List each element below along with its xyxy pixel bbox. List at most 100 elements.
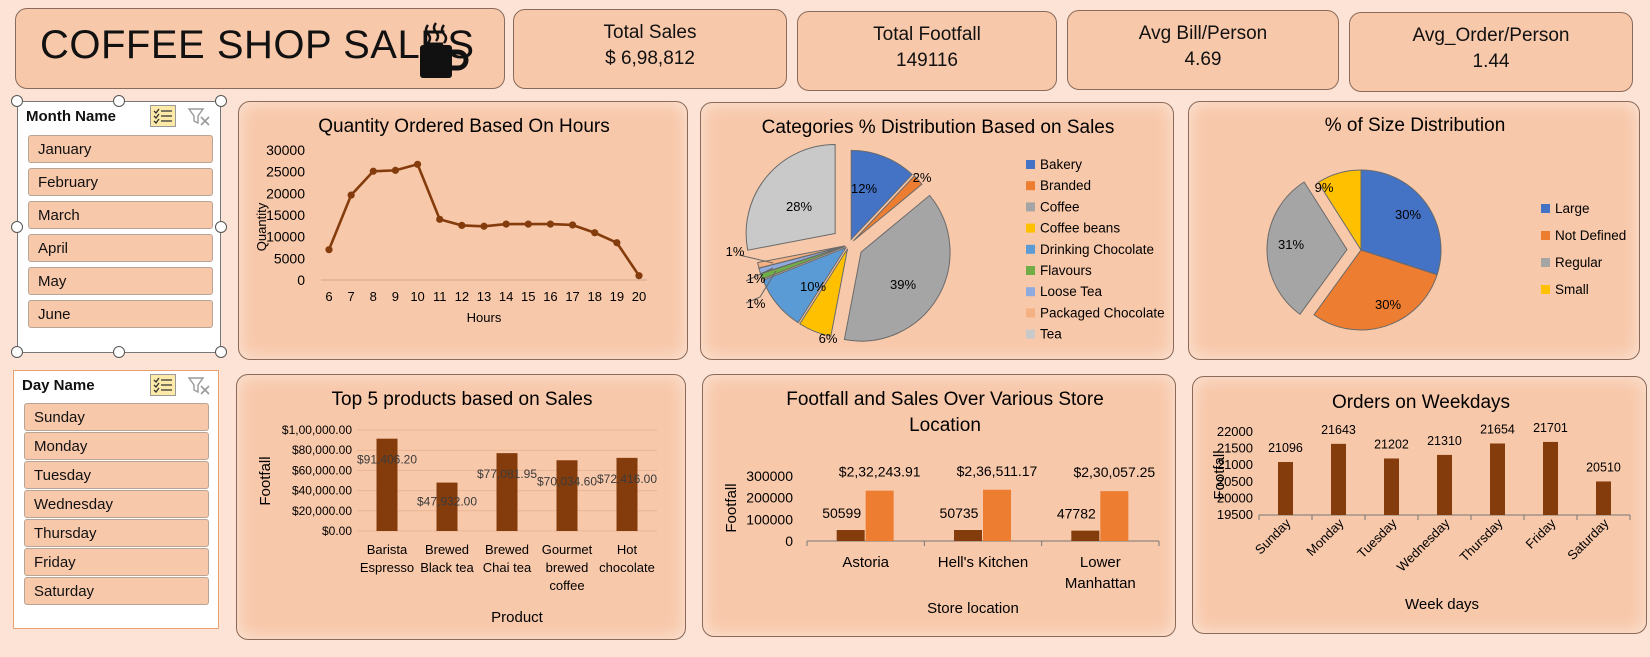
- x-tick-label: 8: [370, 289, 377, 304]
- dashboard-title: COFFEE SHOP SALES: [40, 23, 475, 67]
- kpi-label: Avg Bill/Person: [1138, 23, 1268, 44]
- legend-swatch: [1026, 202, 1035, 212]
- x-tick-label: 7: [348, 289, 355, 304]
- y-axis-title: Footfall: [1211, 450, 1228, 499]
- slicer-item-sunday[interactable]: Sunday: [24, 403, 209, 431]
- x-tick-label: Hot: [617, 542, 638, 557]
- pie-slice: [843, 194, 951, 342]
- data-label: 21096: [1268, 441, 1303, 455]
- data-label: 21202: [1374, 437, 1409, 451]
- resize-handle[interactable]: [113, 346, 125, 358]
- chart-title: Quantity Ordered Based On Hours: [318, 116, 609, 137]
- pie-slice: [762, 246, 848, 324]
- data-point: [546, 220, 555, 228]
- x-tick-label: 20: [632, 289, 646, 304]
- x-tick-label: Gourmet: [542, 542, 593, 557]
- data-label: 20510: [1586, 460, 1621, 474]
- y-tick-label: $80,000.00: [292, 443, 352, 457]
- bar: [865, 490, 894, 541]
- slicer-item-tuesday[interactable]: Tuesday: [24, 461, 209, 489]
- resize-handle[interactable]: [113, 95, 125, 107]
- multi-select-icon[interactable]: [150, 374, 176, 396]
- slicer-item-june[interactable]: June: [28, 300, 213, 328]
- bar: [436, 482, 458, 531]
- month-slicer[interactable]: Month Name January February March April …: [17, 101, 221, 353]
- stores-chart-panel: Footfall and Sales Over Various Store Loc…: [702, 374, 1176, 637]
- y-tick-label: 300000: [746, 468, 793, 484]
- y-tick-label: $60,000.00: [292, 463, 352, 477]
- x-tick-label: 12: [455, 289, 469, 304]
- hours-line-chart: Quantity Ordered Based On Hours 0 5000 1000…: [254, 116, 647, 325]
- chart-title: Top 5 products based on Sales: [332, 389, 593, 410]
- resize-handle[interactable]: [215, 95, 227, 107]
- resize-handle[interactable]: [11, 221, 23, 233]
- x-tick-label: chocolate: [599, 560, 655, 575]
- slicer-item-wednesday[interactable]: Wednesday: [24, 490, 209, 518]
- legend-swatch: [1541, 231, 1550, 240]
- legend-swatch: [1026, 266, 1035, 275]
- x-tick-label: 6: [325, 289, 332, 304]
- y-tick-label: 22000: [1217, 424, 1253, 439]
- y-tick-label: 20000: [266, 185, 305, 201]
- bar: [1596, 481, 1611, 515]
- clear-filter-icon[interactable]: [186, 374, 212, 396]
- data-label: $2,32,243.91: [839, 464, 921, 480]
- x-tick-label: coffee: [549, 578, 584, 593]
- weekdays-bar-chart: Orders on Weekdays1950020000205002100021…: [1211, 392, 1631, 613]
- bar: [1384, 458, 1399, 515]
- slicer-item-may[interactable]: May: [28, 267, 213, 295]
- x-tick-label: Lower: [1080, 554, 1121, 571]
- x-tick-label: 9: [392, 289, 399, 304]
- pie-slice: [1313, 249, 1438, 331]
- y-axis-title: Quantity: [254, 202, 269, 251]
- y-tick-label: $0.00: [322, 524, 352, 538]
- bar: [1543, 441, 1558, 515]
- kpi-avg-bill: Avg Bill/Person 4.69: [1067, 10, 1339, 90]
- day-slicer[interactable]: Day Name Sunday Monday Tuesday Wednesday…: [13, 370, 219, 629]
- slicer-item-thursday[interactable]: Thursday: [24, 519, 209, 547]
- slicer-item-february[interactable]: February: [28, 168, 213, 196]
- y-tick-label: 0: [297, 272, 305, 288]
- data-point: [413, 160, 422, 168]
- bar: [496, 453, 518, 531]
- resize-handle[interactable]: [215, 221, 227, 233]
- slicer-item-monday[interactable]: Monday: [24, 432, 209, 460]
- title-panel: COFFEE SHOP SALES: [15, 8, 505, 89]
- pie-slice: [799, 248, 849, 337]
- x-tick-label: 18: [587, 289, 601, 304]
- x-tick-label: Chai tea: [483, 560, 532, 575]
- kpi-value: 1.44: [1472, 51, 1510, 72]
- day-slicer-title: Day Name: [22, 377, 95, 394]
- slicer-item-friday[interactable]: Friday: [24, 548, 209, 576]
- legend-label: Packaged Chocolate: [1040, 305, 1165, 320]
- legend-label: Coffee: [1040, 199, 1080, 214]
- slicer-item-saturday[interactable]: Saturday: [24, 577, 209, 605]
- y-tick-label: 5000: [274, 250, 305, 266]
- y-tick-label: 25000: [266, 164, 305, 180]
- slicer-item-march[interactable]: March: [28, 201, 213, 229]
- data-label: 1%: [747, 271, 766, 286]
- data-point: [325, 246, 333, 254]
- bar: [1331, 443, 1346, 515]
- resize-handle[interactable]: [11, 95, 23, 107]
- month-slicer-title: Month Name: [26, 108, 116, 125]
- legend-swatch: [1026, 244, 1035, 254]
- y-tick-label: 21000: [1217, 457, 1253, 472]
- chart-title: Orders on Weekdays: [1332, 392, 1510, 413]
- clear-filter-icon[interactable]: [186, 105, 212, 127]
- sizes-chart-panel: % of Size Distribution Large Not Defined Re…: [1188, 101, 1640, 360]
- resize-handle[interactable]: [11, 346, 23, 358]
- multi-select-icon[interactable]: [150, 105, 176, 127]
- bar: [983, 489, 1011, 541]
- resize-handle[interactable]: [215, 346, 227, 358]
- bar: [376, 438, 398, 531]
- x-tick-label: Monday: [1303, 515, 1347, 559]
- products-chart-panel: Top 5 products based on Sales $0.00 $20,00…: [236, 374, 686, 640]
- legend-label: Loose Tea: [1040, 284, 1103, 299]
- slicer-item-april[interactable]: April: [28, 234, 213, 262]
- coffee-cup-icon: [420, 22, 469, 78]
- y-tick-label: 30000: [266, 142, 305, 158]
- slicer-item-january[interactable]: January: [28, 135, 213, 163]
- data-point: [613, 239, 621, 247]
- legend-swatch: [1541, 258, 1550, 267]
